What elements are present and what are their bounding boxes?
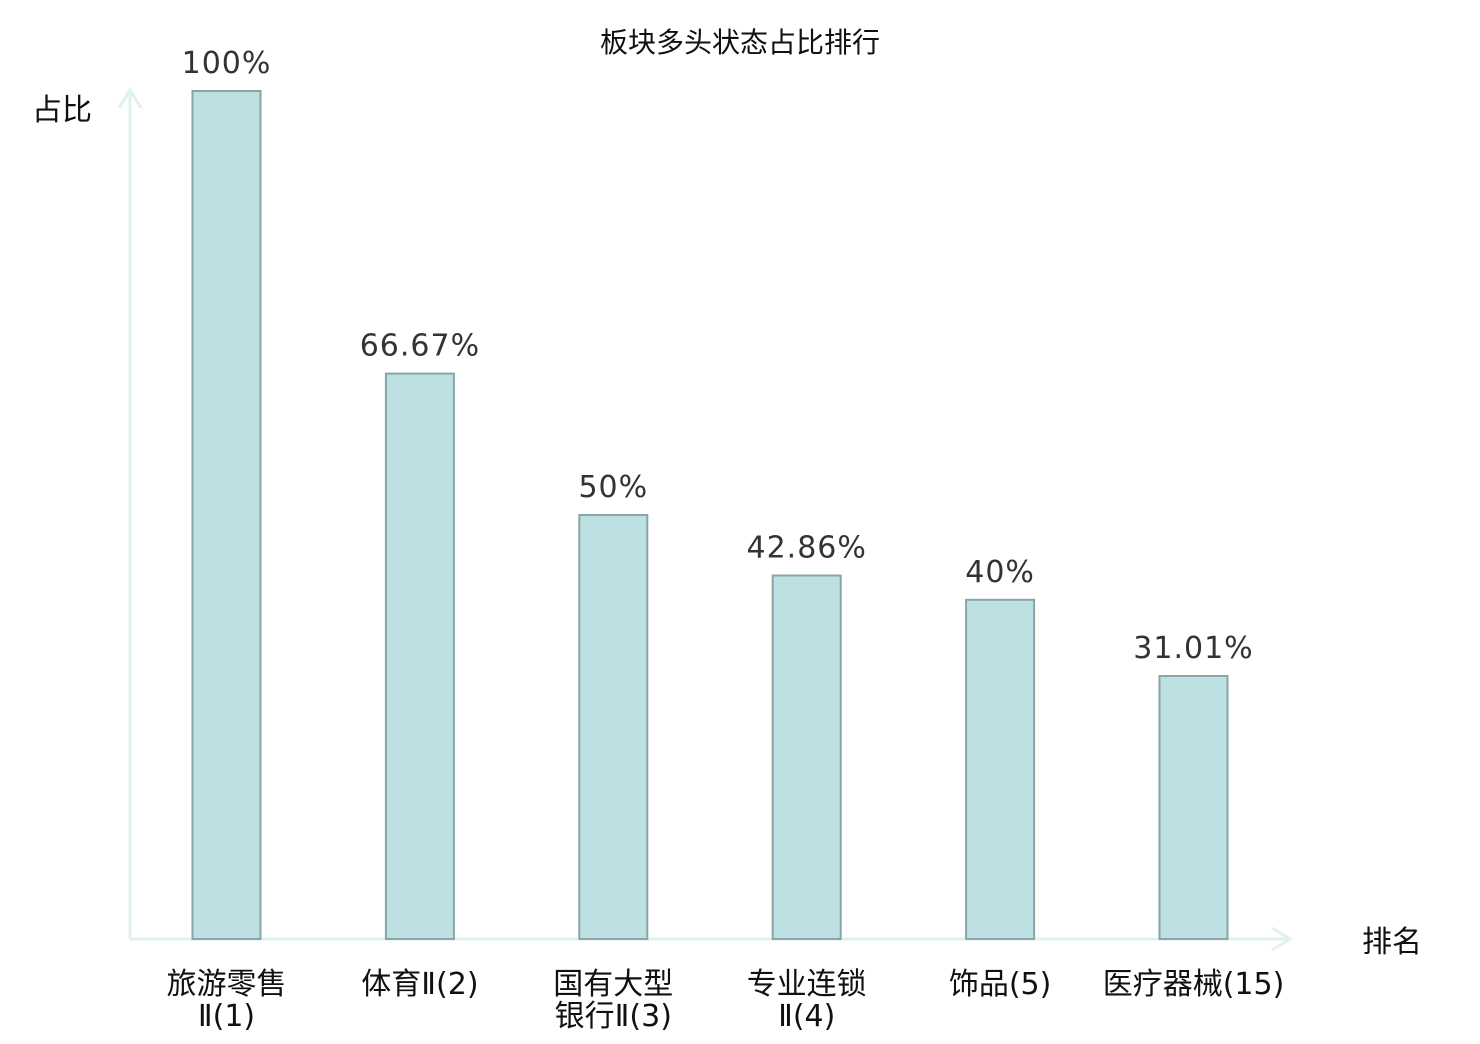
bar-3 xyxy=(578,514,649,940)
value-label-4: 42.86% xyxy=(747,531,867,566)
category-label-5: 饰品(5) xyxy=(949,967,1052,1002)
category-label-3-line-2: 银行Ⅱ(3) xyxy=(555,999,672,1034)
x-axis-arrowhead xyxy=(1271,926,1293,952)
value-label-3: 50% xyxy=(578,470,648,505)
y-axis-label: 占比 xyxy=(32,93,92,128)
bar-2 xyxy=(384,372,455,941)
bar-4 xyxy=(771,574,842,940)
value-label-2: 66.67% xyxy=(360,329,480,364)
x-axis-label: 排名 xyxy=(1362,925,1422,960)
chart-title: 板块多头状态占比排行 xyxy=(600,26,880,59)
bar-1 xyxy=(191,90,262,940)
category-label-4-line-1: 专业连锁 xyxy=(747,967,867,1002)
bar-6 xyxy=(1158,675,1229,940)
value-label-6: 31.01% xyxy=(1133,631,1253,666)
category-label-3-line-1: 国有大型 xyxy=(553,967,673,1002)
value-label-5: 40% xyxy=(965,555,1035,590)
category-label-1-line-1: 旅游零售 xyxy=(167,967,287,1002)
category-label-4-line-2: Ⅱ(4) xyxy=(778,999,835,1034)
category-label-6: 医疗器械(15) xyxy=(1103,967,1285,1002)
y-axis-arrowhead xyxy=(117,87,143,109)
category-label-1-line-2: Ⅱ(1) xyxy=(198,999,255,1034)
bar-5 xyxy=(965,598,1036,940)
category-label-2: 体育Ⅱ(2) xyxy=(361,967,478,1002)
value-label-1: 100% xyxy=(182,46,272,81)
